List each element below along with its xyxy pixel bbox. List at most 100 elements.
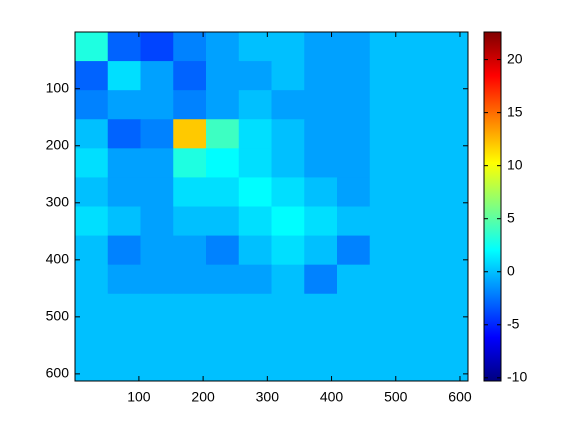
heatmap-cell [271,206,305,237]
colorbar-tick-label: 5 [507,209,515,225]
heatmap-cell [369,119,403,149]
heatmap-cell [173,351,207,382]
heatmap-cell [337,148,371,178]
heatmap-cell [337,264,371,295]
colorbar-tick-label: 15 [507,103,523,119]
heatmap-cell [140,206,174,237]
heatmap-cell [435,351,469,382]
heatmap-cell [402,32,436,62]
heatmap-cell [75,90,109,120]
heatmap-cell [107,293,141,324]
heatmap-cell [304,148,338,178]
heatmap-cell [337,119,371,149]
heatmap-cell [206,61,240,91]
heatmap-cell [173,90,207,120]
heatmap-cell [206,177,240,207]
x-tick-label: 400 [320,389,344,405]
heatmap-cell [369,264,403,295]
y-tick-label: 400 [46,251,70,267]
heatmap-cell [369,148,403,178]
heatmap-cell [337,32,371,62]
heatmap-cell [402,148,436,178]
heatmap-cell [435,235,469,266]
heatmap-cell [304,177,338,207]
heatmap-cell [107,322,141,353]
heatmap-cell [140,119,174,149]
heatmap-cell [75,119,109,149]
heatmap-cell [271,32,305,62]
heatmap-cell [206,90,240,120]
heatmap-cell [206,206,240,237]
colorbar-tick-label: 10 [507,156,523,172]
heatmap-cell [173,32,207,62]
heatmap-cell [435,177,469,207]
heatmap-cell [271,264,305,295]
heatmap-cell [140,264,174,295]
heatmap-cell [206,32,240,62]
heatmap-cell [140,32,174,62]
heatmap-cell [173,177,207,207]
heatmap-cell [75,177,109,207]
heatmap-cell [173,119,207,149]
heatmap-cell [304,61,338,91]
heatmap-cell [271,148,305,178]
heatmap-cell [75,148,109,178]
heatmap-cell [238,32,272,62]
heatmap-cell [206,119,240,149]
heatmap-cell [271,61,305,91]
heatmap-cell [369,177,403,207]
heatmap-cell [435,61,469,91]
heatmap-cell [435,322,469,353]
heatmap-cell [238,264,272,295]
heatmap-cell [435,293,469,324]
heatmap-cell [75,293,109,324]
heatmap-cell [238,119,272,149]
heatmap-cell [107,32,141,62]
heatmap-cell [238,177,272,207]
heatmap-cell [304,119,338,149]
heatmap-cell [369,293,403,324]
heatmap-cell [337,351,371,382]
heatmap-cell [304,206,338,237]
colorbar [483,31,502,382]
heatmap-cell [238,61,272,91]
heatmap-cell [402,322,436,353]
heatmap-cell [337,235,371,266]
y-tick-label: 600 [46,365,70,381]
heatmap-cell [140,148,174,178]
heatmap-cell [337,61,371,91]
x-tick-label: 500 [384,389,408,405]
heatmap-cell [173,322,207,353]
x-tick-label: 100 [127,389,151,405]
heatmap-cell [206,293,240,324]
y-tick-label: 500 [46,308,70,324]
heatmap-cell [107,148,141,178]
heatmap-cell [369,90,403,120]
heatmap-cell [173,235,207,266]
heatmap-cell [173,148,207,178]
heatmap-cell [140,235,174,266]
x-tick-label: 300 [256,389,280,405]
heatmap-cell [435,119,469,149]
heatmap-cell [402,264,436,295]
heatmap-cell [271,322,305,353]
heatmap-cell [304,264,338,295]
heatmap-cell [238,351,272,382]
heatmap-cell [238,235,272,266]
heatmap-cell [271,235,305,266]
heatmap-cell [337,206,371,237]
heatmap-cell [107,177,141,207]
heatmap-cell [75,32,109,62]
heatmap-cell [402,90,436,120]
heatmap-cell [107,351,141,382]
x-tick-label: 600 [448,389,472,405]
heatmap-cell [402,293,436,324]
heatmap-cell [337,293,371,324]
heatmap-cell [107,90,141,120]
heatmap-cell [173,264,207,295]
heatmap-cell [337,322,371,353]
x-tick-label: 200 [191,389,215,405]
heatmap-cell [435,90,469,120]
heatmap-cell [140,293,174,324]
heatmap-cell [75,235,109,266]
